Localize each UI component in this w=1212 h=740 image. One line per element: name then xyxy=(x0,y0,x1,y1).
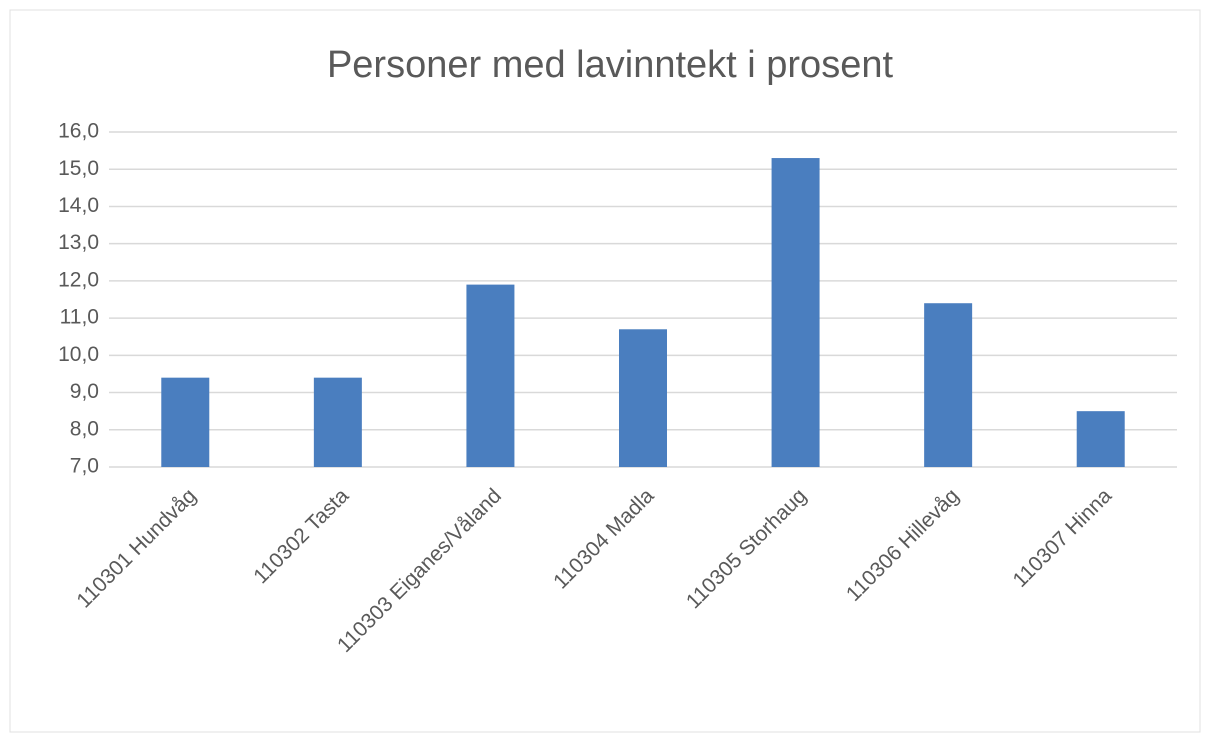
bar xyxy=(313,377,362,467)
bar xyxy=(1076,411,1125,467)
y-tick-label: 14,0 xyxy=(58,194,99,217)
y-tick-label: 13,0 xyxy=(58,231,99,254)
y-tick-label: 7,0 xyxy=(70,455,99,478)
y-tick-label: 8,0 xyxy=(70,417,99,440)
chart-title: Personer med lavinntekt i prosent xyxy=(327,44,894,86)
y-tick-label: 11,0 xyxy=(60,306,99,329)
bar xyxy=(619,329,667,467)
bar xyxy=(161,377,210,467)
chart-frame xyxy=(9,9,1201,733)
y-tick-label: 12,0 xyxy=(58,268,99,291)
bar xyxy=(466,284,515,467)
bar xyxy=(771,158,820,468)
y-tick-label: 15,0 xyxy=(58,157,99,180)
bar xyxy=(924,303,973,467)
y-tick-label: 10,0 xyxy=(58,343,99,366)
y-tick-label: 9,0 xyxy=(70,380,99,403)
y-tick-label: 16,0 xyxy=(58,120,99,143)
